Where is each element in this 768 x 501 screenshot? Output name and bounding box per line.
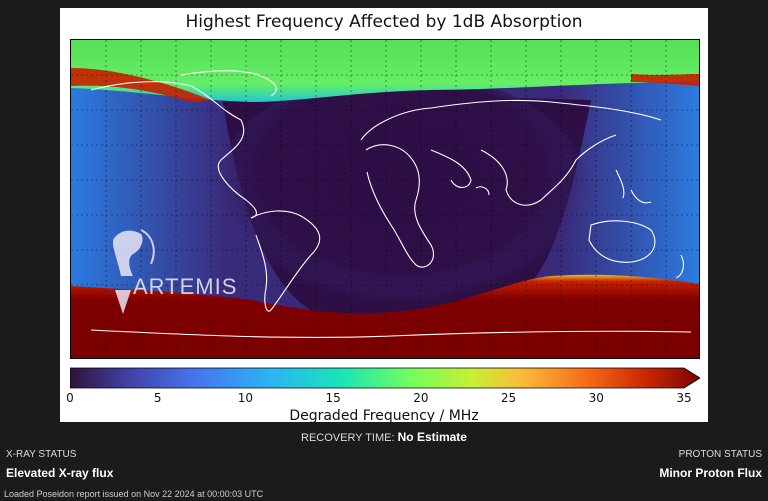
colorbar-tick: 15 [325, 391, 341, 405]
south-absorption-band [71, 274, 699, 358]
north-absorption-band [71, 40, 699, 102]
recovery-time-value: No Estimate [397, 430, 467, 444]
colorbar-tick: 20 [413, 391, 429, 405]
artemis-logo: ARTEMIS [113, 229, 237, 314]
colorbar-tick: 35 [676, 391, 692, 405]
absorption-map-panel: Highest Frequency Affected by 1dB Absorp… [60, 8, 708, 424]
colorbar-tick: 25 [500, 391, 517, 405]
proton-status-caption: PROTON STATUS [678, 449, 762, 460]
map-title: Highest Frequency Affected by 1dB Absorp… [185, 12, 583, 32]
recovery-time: RECOVERY TIME: No Estimate [0, 430, 768, 444]
absorption-map-graphic: ARTEMIS [71, 40, 699, 358]
recovery-time-label: RECOVERY TIME: [301, 432, 395, 444]
coastlines [90, 70, 692, 338]
xray-status-caption: X-RAY STATUS [6, 449, 77, 460]
colorbar-tick: 5 [153, 391, 162, 405]
colorbar-tick: 10 [237, 391, 254, 405]
colorbar-label: Degraded Frequency / MHz [289, 408, 479, 424]
colorbar-ticks: 0 5 10 15 20 25 30 35 [66, 391, 691, 405]
report-footer: Loaded Poseidon report issued on Nov 22 … [4, 489, 264, 499]
colorbar-tick: 0 [66, 391, 74, 405]
colorbar [70, 367, 700, 389]
proton-status-value: Minor Proton Flux [659, 466, 762, 480]
graticule-grid [71, 40, 699, 358]
artemis-logo-text: ARTEMIS [133, 274, 237, 299]
xray-status-value: Elevated X-ray flux [6, 466, 114, 480]
absorption-map: ARTEMIS [70, 39, 700, 359]
colorbar-tick: 30 [588, 391, 604, 405]
